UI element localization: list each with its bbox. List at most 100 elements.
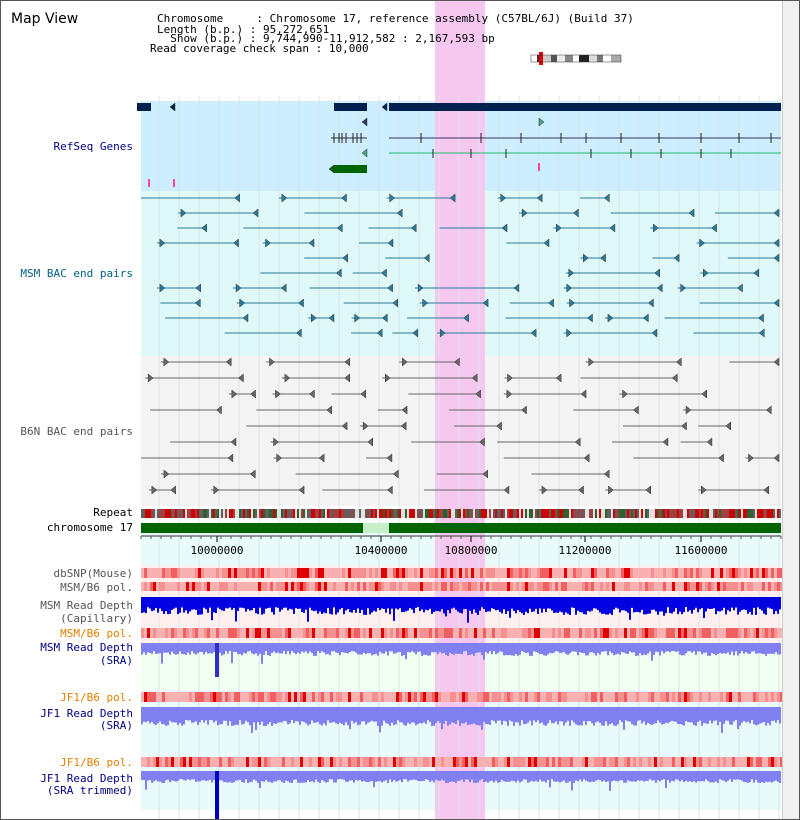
msm-b6-pol-2-heat-cell (720, 628, 723, 638)
msm-b6-pol-heat-cell (336, 582, 339, 591)
msm-sra-depth-bar (367, 643, 369, 654)
msm-sra-depth-bar (307, 643, 309, 654)
jf1-b6-pol-2-heat-cell (297, 757, 300, 767)
jf1-b6-pol-2-heat-cell (207, 757, 210, 767)
label-msm-b6-pol[interactable]: MSM/B6 pol. (60, 581, 133, 594)
length-key: Length (b.p.) (157, 23, 244, 36)
jf1-b6-pol-2-heat-cell (729, 757, 732, 767)
jf1-b6-pol-heat-cell (597, 692, 600, 702)
msm-b6-pol-heat-cell (378, 582, 381, 591)
jf1-trimmed-depth-bar (523, 771, 525, 780)
label-jf1-depth-trimmed-1[interactable]: JF1 Read Depth (40, 772, 133, 785)
jf1-trimmed-depth-bar (773, 771, 775, 782)
repeat-segment (549, 509, 551, 518)
label-jf1-b6-pol-2[interactable]: JF1/B6 pol. (60, 756, 133, 769)
label-msm-depth-capillary-1[interactable]: MSM Read Depth (40, 599, 133, 612)
msm-capillary-depth-bar (319, 597, 321, 612)
jf1-trimmed-depth-bar (661, 771, 663, 780)
jf1-trimmed-depth-bar (405, 771, 407, 780)
msm-sra-depth-bar (603, 643, 605, 652)
dbsnp-heat-cell (258, 568, 261, 578)
label-dbsnp[interactable]: dbSNP(Mouse) (53, 567, 133, 580)
repeat-segment (577, 509, 579, 518)
jf1-b6-pol-heat-cell (309, 692, 312, 702)
b6n-bac-pair-end (503, 485, 510, 495)
jf1-sra-depth-bar (191, 707, 193, 723)
dbsnp-heat-cell (579, 568, 582, 578)
label-b6n-bac[interactable]: B6N BAC end pairs (20, 425, 133, 438)
msm-capillary-depth-bar (759, 597, 761, 610)
label-msm-bac[interactable]: MSM BAC end pairs (20, 267, 133, 280)
b6n-bac-pair-end (555, 373, 562, 383)
repeat-segment (443, 509, 445, 518)
msm-capillary-depth-bar (157, 597, 159, 613)
msm-sra-depth-bar (589, 643, 591, 653)
dbsnp-heat-cell (477, 568, 480, 578)
label-msm-b6-pol-2[interactable]: MSM/B6 pol. (60, 627, 133, 640)
repeat-segment (733, 509, 735, 518)
jf1-b6-pol-heat-cell (267, 692, 270, 702)
msm-b6-pol-heat-cell (747, 582, 750, 591)
jf1-b6-pol-2-heat-cell (735, 757, 738, 767)
msm-capillary-depth-bar (219, 597, 221, 610)
jf1-b6-pol-2-heat-cell (762, 757, 765, 767)
msm-bac-pair-end (341, 193, 347, 203)
jf1-b6-pol-heat-cell (279, 692, 282, 702)
b6n-bac-pair-end (574, 437, 581, 447)
jf1-sra-depth-bar (519, 707, 521, 726)
dbsnp-heat-cell (492, 568, 495, 578)
dbsnp-heat-cell (567, 568, 570, 578)
jf1-trimmed-depth-bar (281, 771, 283, 782)
msm-bac-pair-end (392, 298, 399, 308)
msm-capillary-depth-bar (733, 597, 735, 611)
msm-b6-pol-heat-cell (603, 582, 606, 591)
jf1-sra-depth-bar (211, 707, 213, 721)
msm-b6-pol-heat-cell (750, 582, 753, 591)
msm-b6-pol-heat-cell (384, 582, 387, 591)
msm-sra-depth-bar (599, 643, 601, 655)
repeat-segment (765, 509, 767, 518)
label-repeat[interactable]: Repeat (93, 506, 133, 519)
label-chromosome[interactable]: chromosome 17 (46, 521, 133, 534)
jf1-trimmed-depth-bar (641, 771, 643, 781)
msm-bac-pair-end (530, 328, 537, 338)
b6n-bac-pair-end (765, 405, 772, 415)
msm-sra-depth-bar (251, 643, 253, 654)
msm-capillary-depth-bar (177, 597, 179, 615)
msm-b6-pol-2-heat-cell (177, 628, 180, 638)
repeat-segment (433, 509, 435, 518)
jf1-trimmed-depth-bar (275, 771, 277, 782)
chromosome-bar (389, 523, 781, 533)
repeat-segment (385, 509, 387, 518)
msm-sra-depth-bar (159, 643, 161, 654)
msm-capillary-depth-bar (191, 597, 193, 610)
jf1-sra-depth-bar (703, 707, 705, 723)
repeat-segment (471, 509, 473, 518)
jf1-b6-pol-heat-cell (207, 692, 210, 702)
jf1-trimmed-depth-bar (197, 771, 199, 782)
b6n-bac-pair-end (671, 373, 678, 383)
msm-b6-pol-2-heat-cell (213, 628, 216, 638)
msm-b6-pol-heat-cell (549, 582, 552, 591)
jf1-sra-depth-bar (365, 707, 367, 725)
jf1-b6-pol-2-heat-cell (267, 757, 270, 767)
jf1-b6-pol-2-heat-cell (486, 757, 489, 767)
b6n-bac-pair-end (701, 389, 708, 399)
vertical-scrollbar[interactable] (782, 1, 799, 819)
label-jf1-depth-sra-1[interactable]: JF1 Read Depth (40, 707, 133, 720)
jf1-trimmed-depth-bar (273, 771, 275, 782)
dbsnp-heat-cell (558, 568, 561, 578)
b6n-bac-pair-end (386, 453, 393, 463)
jf1-b6-pol-heat-cell (243, 692, 246, 702)
jf1-trimmed-depth-bar (707, 771, 709, 782)
label-refseq-genes[interactable]: RefSeq Genes (53, 140, 133, 153)
jf1-b6-pol-2-heat-cell (558, 757, 561, 767)
label-msm-depth-sra-1[interactable]: MSM Read Depth (40, 641, 133, 654)
msm-b6-pol-heat-cell (474, 582, 477, 591)
msm-capillary-depth-bar (431, 597, 433, 614)
jf1-b6-pol-heat-cell (486, 692, 489, 702)
label-jf1-b6-pol[interactable]: JF1/B6 pol. (60, 691, 133, 704)
jf1-trimmed-depth-bar (613, 771, 615, 781)
dbsnp-heat-cell (702, 568, 705, 578)
